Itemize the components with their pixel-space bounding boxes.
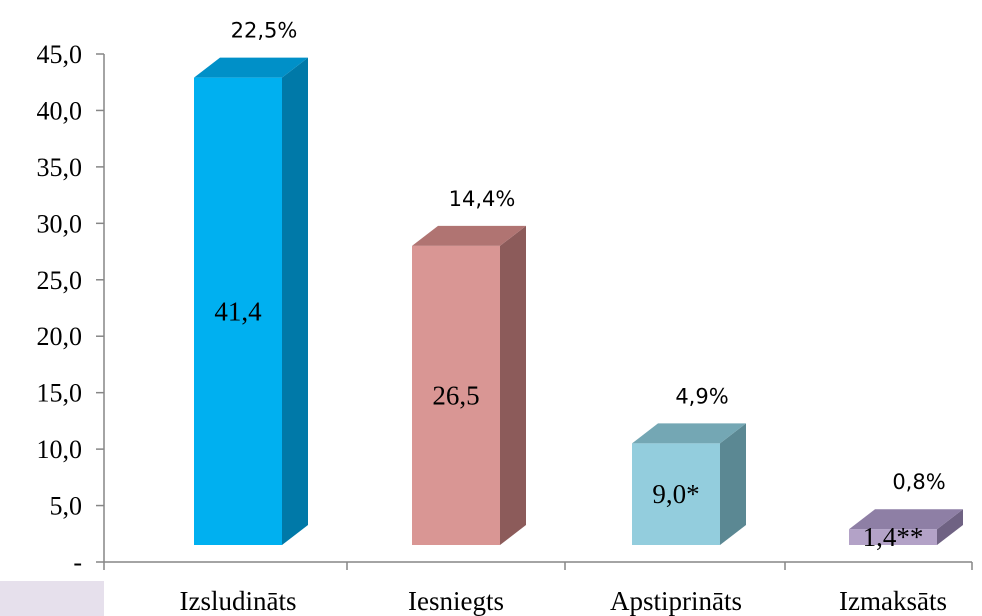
bar	[632, 443, 720, 545]
bar	[412, 245, 500, 545]
y-tick-label: -	[73, 548, 82, 577]
bar-side	[720, 423, 746, 545]
y-axis: - 5,0 10,0 15,0 20,0 25,0 30,0 35,0 40,0 45,0	[37, 40, 105, 577]
data-label: 41,4	[214, 296, 262, 326]
x-tick-label: Izmaksāts	[839, 586, 947, 616]
y-tick-label: 5,0	[50, 492, 83, 521]
y-tick-label: 35,0	[37, 153, 83, 182]
data-label: 9,0*	[652, 479, 699, 509]
labels: 41,4 22,5% Izsludināts 26,5 14,4% Iesniegts 9,…	[180, 19, 947, 616]
y-tick-label: 15,0	[37, 379, 83, 408]
corner-note-box	[0, 581, 104, 616]
bar-side	[282, 57, 308, 545]
x-tick-label: Apstiprināts	[610, 586, 742, 616]
bar-top	[849, 509, 963, 530]
bar-side	[500, 225, 526, 545]
x-axis	[103, 561, 973, 570]
data-label: 1,4**	[863, 522, 924, 552]
data-label: 26,5	[432, 380, 479, 410]
x-tick-label: Iesniegts	[408, 586, 504, 616]
bar-top	[194, 57, 308, 78]
bar	[194, 77, 282, 545]
y-tick-label: 20,0	[37, 322, 83, 351]
bars	[194, 57, 963, 545]
bar	[849, 529, 937, 545]
y-tick-label: 10,0	[37, 435, 83, 464]
y-tick-label: 45,0	[37, 40, 83, 69]
percent-label: 4,9%	[675, 384, 728, 408]
percent-label: 0,8%	[892, 470, 945, 494]
x-tick-label: Izsludināts	[180, 586, 297, 616]
bar-top	[632, 423, 746, 444]
percent-label: 14,4%	[449, 187, 516, 211]
percent-label: 22,5%	[231, 19, 298, 43]
y-tick-label: 30,0	[37, 209, 83, 238]
y-tick-label: 25,0	[37, 266, 83, 295]
bar-top	[412, 225, 526, 246]
bar-side	[937, 509, 963, 545]
y-tick-label: 40,0	[37, 96, 83, 125]
